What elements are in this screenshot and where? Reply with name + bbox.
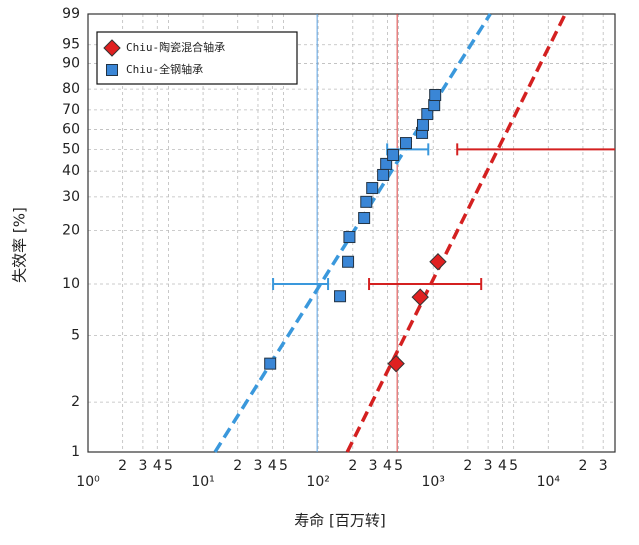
x-tick-label: 3: [599, 458, 608, 474]
x-tick-label: 10⁴: [537, 474, 561, 490]
x-tick-label: 3: [138, 458, 147, 474]
data-point: [387, 354, 405, 373]
data-point: [358, 212, 371, 225]
x-tick-label: 5: [164, 458, 173, 474]
x-tick-label: 4: [268, 458, 277, 474]
x-tick-label: 2: [233, 458, 242, 474]
data-point: [416, 118, 429, 131]
y-tick-label: 50: [62, 141, 80, 157]
x-tick-label: 3: [254, 458, 263, 474]
plot-frame: [87, 13, 616, 453]
legend-marker: [103, 39, 121, 57]
data-point: [377, 168, 390, 181]
data-point: [264, 357, 277, 370]
y-tick-label: 99: [62, 6, 80, 22]
data-point: [360, 195, 373, 208]
x-tick-label: 3: [369, 458, 378, 474]
y-axis-label: 失效率 [%]: [11, 207, 29, 283]
x-tick-label: 5: [394, 458, 403, 474]
x-tick-label: 5: [509, 458, 518, 474]
x-tick-label: 2: [348, 458, 357, 474]
y-tick-label: 1: [71, 444, 80, 460]
y-tick-label: 95: [62, 37, 80, 53]
x-tick-label: 10³: [421, 474, 444, 490]
legend-label: Chiu-陶瓷混合轴承: [126, 40, 225, 54]
data-point: [411, 288, 429, 306]
x-tick-label: 4: [153, 458, 162, 474]
y-tick-label: 60: [62, 121, 80, 137]
x-tick-label: 10¹: [191, 474, 214, 490]
data-point: [387, 149, 400, 162]
x-tick-label: 10⁰: [76, 474, 100, 490]
data-point: [428, 99, 441, 112]
x-tick-label: 2: [578, 458, 587, 474]
y-tick-label: 30: [62, 189, 80, 205]
x-tick-label: 2: [118, 458, 127, 474]
legend-marker: [106, 64, 118, 76]
y-tick-label: 2: [71, 394, 80, 410]
y-tick-label: 10: [62, 276, 80, 292]
data-point: [343, 231, 356, 244]
y-tick-label: 5: [71, 327, 80, 343]
x-tick-label: 10²: [306, 474, 329, 490]
x-axis-label: 寿命 [百万转]: [294, 512, 385, 530]
x-tick-label: 5: [279, 458, 288, 474]
x-tick-label: 2: [463, 458, 472, 474]
x-tick-label: 3: [484, 458, 493, 474]
data-point: [429, 253, 447, 271]
data-point: [366, 182, 379, 195]
y-tick-label: 80: [62, 81, 80, 97]
y-tick-label: 40: [62, 163, 80, 179]
y-tick-label: 90: [62, 56, 80, 72]
legend-label: Chiu-全钢轴承: [126, 62, 203, 76]
legend: Chiu-陶瓷混合轴承 Chiu-全钢轴承: [96, 31, 298, 85]
y-tick-label: 20: [62, 222, 80, 238]
data-point: [399, 137, 412, 150]
data-point: [342, 255, 355, 268]
fit-line: [345, 13, 567, 453]
data-point: [421, 108, 434, 121]
data-point: [380, 157, 393, 170]
legend-box: [96, 31, 298, 85]
data-point: [334, 290, 347, 303]
x-tick-label: 4: [383, 458, 392, 474]
y-tick-label: 70: [62, 102, 80, 118]
x-tick-label: 4: [498, 458, 507, 474]
data-point: [429, 89, 442, 102]
